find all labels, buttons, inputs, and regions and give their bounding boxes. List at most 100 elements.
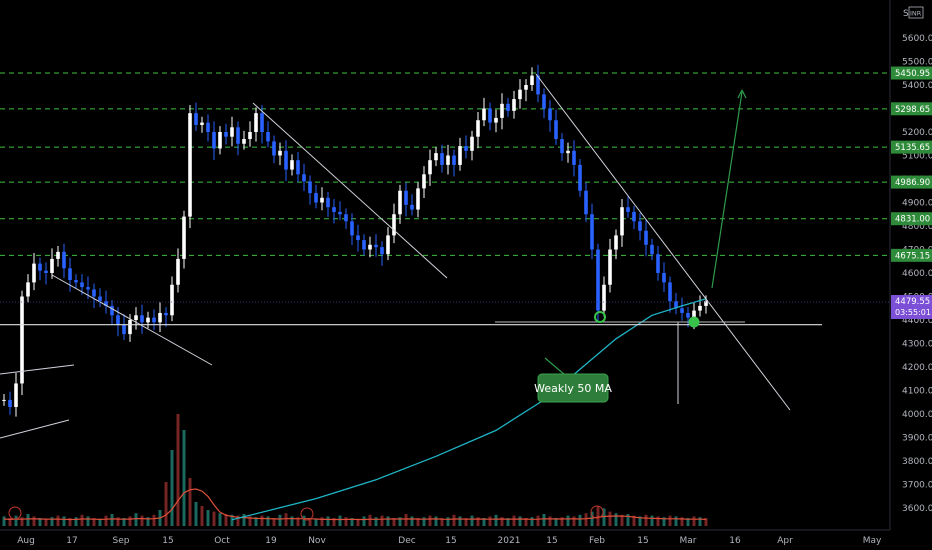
horizontal-levels — [0, 72, 890, 256]
volume-bar-8 — [50, 517, 54, 526]
candle-body-81 — [488, 108, 492, 123]
candle-body-4 — [26, 282, 30, 297]
volume-bar-22 — [134, 513, 138, 526]
level-tag-5: 4675.15 — [895, 251, 930, 261]
volume-bar-29 — [176, 414, 180, 526]
volume-bar-57 — [344, 517, 348, 526]
candlesticks — [2, 65, 708, 417]
volume-bar-102 — [614, 513, 618, 526]
volume-bar-19 — [116, 517, 120, 526]
volume-bar-64 — [386, 516, 390, 526]
volume-bar-74 — [446, 517, 450, 526]
volume-bar-43 — [260, 515, 264, 526]
volume-bar-96 — [578, 514, 582, 526]
candle-body-97 — [584, 190, 588, 215]
volume-bar-94 — [566, 515, 570, 526]
time-tick-1: 17 — [66, 536, 77, 546]
candle-body-23 — [140, 315, 144, 323]
volume-bar-72 — [434, 516, 438, 526]
candle-body-39 — [236, 127, 240, 144]
volume-bar-83 — [500, 517, 504, 526]
volume-bar-73 — [440, 518, 444, 526]
candle-body-46 — [278, 150, 282, 156]
candle-body-32 — [194, 113, 198, 125]
candle-body-52 — [314, 193, 318, 203]
volume-bar-24 — [146, 517, 150, 526]
level-tag-bg-3 — [891, 175, 932, 189]
volume-bar-30 — [182, 430, 186, 526]
candle-body-61 — [368, 244, 372, 250]
volume-bar-51 — [308, 518, 312, 526]
time-tick-6: Nov — [308, 536, 326, 546]
volume-bar-77 — [464, 518, 468, 526]
candle-body-3 — [20, 296, 24, 384]
time-tick-14: 16 — [729, 536, 741, 546]
candle-body-21 — [128, 320, 132, 335]
candle-body-15 — [92, 289, 96, 297]
candle-body-80 — [482, 108, 486, 121]
candle-body-111 — [668, 282, 672, 302]
level-tag-bg-5 — [891, 248, 932, 262]
volume-bar-109 — [656, 516, 660, 526]
candle-body-100 — [602, 284, 606, 311]
candle-body-38 — [230, 127, 234, 137]
level-tag-0: 5450.95 — [895, 69, 930, 79]
time-tick-0: Aug — [17, 536, 35, 546]
volume-bar-76 — [458, 516, 462, 526]
candle-body-95 — [572, 150, 576, 165]
volume-bar-0 — [2, 516, 6, 526]
event-marker-2 — [300, 507, 314, 521]
event-marker-3 — [590, 505, 604, 519]
candle-body-37 — [224, 132, 228, 137]
candle-body-108 — [650, 244, 654, 255]
candle-body-106 — [638, 221, 642, 231]
volume-bar-61 — [368, 514, 372, 526]
volume-bar-3 — [20, 517, 24, 526]
candle-body-10 — [62, 251, 66, 269]
time-tick-12: 15 — [637, 536, 648, 546]
candle-body-8 — [50, 258, 54, 273]
volume-bar-53 — [320, 517, 324, 526]
price-tick-3800: 3800.00 — [902, 457, 932, 467]
volume-bar-112 — [674, 516, 678, 526]
volume-bar-50 — [302, 515, 306, 526]
trendline-aug — [51, 274, 213, 366]
price-axis[interactable] — [889, 0, 932, 550]
volume-bar-60 — [362, 516, 366, 526]
candle-body-112 — [674, 301, 678, 309]
trendline-jan — [535, 73, 791, 411]
volume-bar-13 — [80, 514, 84, 526]
trendline-left-2 — [0, 419, 70, 439]
candle-body-68 — [410, 204, 414, 210]
candle-body-96 — [578, 164, 582, 191]
candle-body-91 — [548, 108, 552, 121]
candle-body-70 — [422, 174, 426, 189]
volume-bar-70 — [422, 517, 426, 526]
price-tick-3600: 3600.00 — [902, 504, 932, 514]
candle-body-26 — [158, 312, 162, 323]
level-tag-3: 4986.90 — [895, 178, 930, 188]
candle-body-30 — [182, 216, 186, 259]
volume-bar-87 — [524, 518, 528, 526]
candle-body-22 — [134, 315, 138, 320]
level-tag-4: 4831.00 — [895, 215, 930, 225]
volume-bar-84 — [506, 518, 510, 526]
candle-body-55 — [332, 207, 336, 212]
candle-body-13 — [80, 282, 84, 288]
currency-label: INR — [910, 10, 922, 18]
volume-bar-86 — [518, 516, 522, 526]
candle-body-14 — [86, 287, 90, 290]
candle-body-65 — [392, 214, 396, 236]
volume-bar-105 — [632, 515, 636, 526]
candle-body-90 — [542, 94, 546, 109]
candle-body-57 — [344, 214, 348, 222]
volume-bar-58 — [350, 518, 354, 526]
candle-body-40 — [242, 139, 246, 144]
volume-bar-28 — [170, 450, 174, 526]
candle-body-110 — [662, 273, 666, 283]
candle-body-54 — [326, 197, 330, 208]
event-marker-1 — [8, 506, 22, 520]
volume-bar-4 — [26, 514, 30, 526]
volume-bar-54 — [326, 516, 330, 526]
